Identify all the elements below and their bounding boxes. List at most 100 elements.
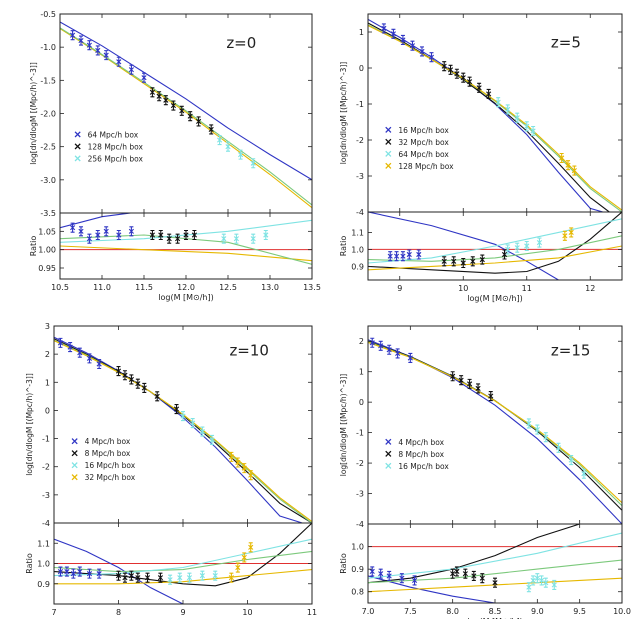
ratio-point-cyan: [538, 575, 545, 586]
ratio-curve-green: [368, 235, 622, 262]
y-axis-label: log[dn/dlogM [(Mpc/h)^-3]]: [339, 374, 348, 477]
curve-blue: [368, 339, 622, 524]
ratio-curves: [368, 212, 622, 280]
legend-entry: 32 Mpc/h box: [85, 473, 136, 482]
ratio-point-blue: [116, 229, 122, 241]
ratio-point-cyan: [167, 574, 173, 585]
y-tick-label: 1: [359, 368, 364, 377]
ratio-point-yellow: [235, 562, 241, 573]
data-point-cyan: [250, 158, 256, 169]
data-points: [381, 23, 577, 176]
data-point-blue: [419, 46, 425, 57]
legend-marker-yellow: [71, 474, 78, 481]
data-point-blue: [407, 352, 413, 364]
ratio-point-blue: [399, 573, 405, 584]
model-curves: [368, 339, 622, 524]
panel-bottom-right: 7.0 7.5 8.0 8.5 9.0 9.5 10.0 -4 -3 -2 -1 0 1 2 0.8 0.9 1…: [339, 325, 631, 619]
y-tick-label: -2: [42, 463, 50, 472]
x-tick-label: 7.5: [404, 607, 417, 616]
data-point-blue: [390, 28, 396, 39]
data-point-cyan: [526, 418, 532, 429]
x-tick-label: 8.5: [489, 607, 502, 616]
x-axis-label: log(M [M⊙/h]): [158, 293, 214, 302]
panel-title-redshift: z=5: [551, 34, 581, 52]
data-point-cyan: [568, 454, 574, 466]
ratio-point-yellow: [562, 230, 568, 241]
ratio-curve-blue: [368, 212, 559, 280]
ratio-point-black: [166, 233, 172, 244]
curve-blue: [60, 21, 312, 181]
ratio-point-cyan: [177, 572, 183, 583]
ratio-point-cyan: [199, 570, 205, 581]
y-tick-label: 1: [359, 28, 364, 37]
x-tick-label: 7.0: [362, 607, 375, 616]
data-point-black: [467, 76, 473, 87]
ratio-curve-blue: [368, 575, 496, 603]
x-tick-label: 12.0: [177, 283, 195, 292]
data-point-yellow: [565, 160, 571, 171]
data-point-blue: [70, 30, 76, 41]
data-point-cyan: [238, 149, 244, 160]
model-curves: [60, 21, 312, 209]
data-point-black: [128, 374, 134, 385]
data-point-black: [156, 91, 162, 102]
legend-marker-blue: [385, 126, 392, 133]
data-point-cyan: [581, 468, 587, 479]
ratio-y-tick-label: 0.8: [351, 588, 364, 597]
x-axis-label: log(M [M⊙/h]): [467, 617, 523, 619]
ratio-point-cyan: [551, 579, 557, 590]
data-point-black: [458, 375, 464, 386]
legend: 64 Mpc/h box 128 Mpc/h box 256 Mpc/h box: [74, 130, 143, 163]
ratio-point-black: [451, 256, 457, 267]
legend-entry: 16 Mpc/h box: [398, 126, 449, 135]
ratio-point-blue: [411, 575, 418, 586]
data-point-black: [475, 383, 481, 394]
y-axis-label: log[dn/dlogM [(Mpc/h)^-3]]: [29, 62, 38, 165]
legend-entry: 64 Mpc/h box: [88, 130, 139, 139]
ratio-point-cyan: [221, 233, 227, 244]
ratio-point-blue: [387, 251, 393, 262]
ratio-point-blue: [128, 226, 134, 237]
data-point-black: [163, 95, 169, 106]
data-point-yellow: [248, 470, 254, 481]
ratio-curve-cyan: [368, 218, 622, 264]
ratio-y-tick-label: 0.9: [351, 565, 364, 574]
y-tick-label: 1: [45, 378, 50, 387]
data-point-blue: [77, 347, 83, 358]
y-tick-label: 3: [45, 322, 50, 331]
x-tick-label: 10.0: [613, 607, 631, 616]
data-point-blue: [381, 23, 387, 34]
ratio-point-blue: [70, 568, 76, 579]
y-tick-label: -2.5: [40, 143, 56, 152]
x-tick-label: 9.5: [573, 607, 586, 616]
ratio-point-black: [462, 568, 468, 579]
y-axis-label: log[dn/dlogM [(Mpc/h)^-3]]: [25, 373, 34, 476]
y-tick-label: -3: [42, 491, 50, 500]
data-point-blue: [386, 344, 392, 355]
data-point-cyan: [190, 418, 196, 429]
data-points: [57, 337, 254, 481]
legend: 16 Mpc/h box 32 Mpc/h box 64 Mpc/h box 128 …: [385, 126, 454, 171]
y-tick-label: -1: [356, 100, 364, 109]
legend-entry: 128 Mpc/h box: [398, 162, 454, 171]
data-point-black: [208, 124, 214, 135]
ratio-point-cyan: [212, 570, 218, 581]
data-point-blue: [378, 340, 384, 351]
ratio-point-blue: [406, 249, 412, 260]
ratio-axis-label: Ratio: [339, 553, 348, 574]
ratio-plot-frame: [367, 211, 623, 281]
x-tick-label: 11: [307, 608, 317, 617]
data-points: [70, 30, 256, 169]
legend-marker-blue: [71, 438, 78, 445]
data-point-blue: [86, 353, 93, 364]
x-tick-label: 10.5: [51, 283, 69, 292]
x-tick-label: 11.0: [93, 283, 111, 292]
legend-marker-cyan: [71, 462, 78, 469]
data-point-cyan: [495, 97, 501, 108]
ratio-point-blue: [86, 568, 93, 579]
data-point-cyan: [209, 434, 215, 446]
ratio-curve-blue: [60, 213, 135, 229]
ratio-point-blue: [64, 566, 70, 577]
x-tick-label: 8: [116, 608, 121, 617]
